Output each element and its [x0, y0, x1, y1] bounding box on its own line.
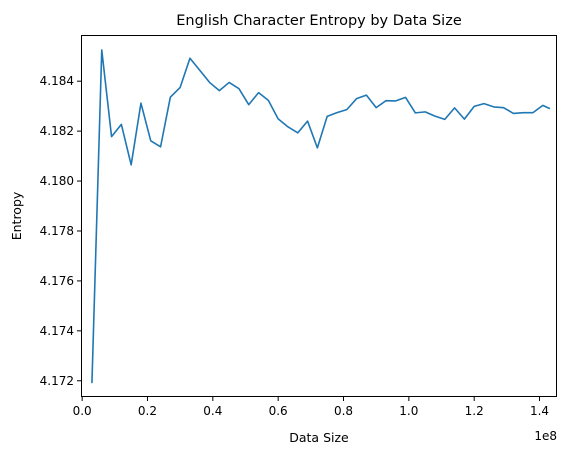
y-tick-label: 4.172 — [40, 374, 74, 388]
y-tick-label: 4.180 — [40, 174, 74, 188]
series-line-0 — [91, 49, 551, 384]
x-axis-label: Data Size — [289, 430, 349, 445]
y-axis-label: Entropy — [9, 191, 24, 240]
x-tick-label: 0.2 — [138, 404, 157, 418]
y-tick-label: 4.184 — [40, 74, 74, 88]
y-tick-label: 4.174 — [40, 324, 74, 338]
x-tick-label: 0.6 — [269, 404, 288, 418]
plot-area — [81, 35, 557, 397]
x-tick-label: 0.8 — [334, 404, 353, 418]
x-axis-ticks: 0.0 0.2 0.4 0.6 0.8 1.0 1.2 1.4 — [73, 397, 549, 418]
series-layer — [91, 49, 551, 384]
axes-frame — [81, 35, 557, 397]
y-axis-ticks: 4.172 4.174 4.176 4.178 4.180 4.182 4.184 — [40, 74, 81, 388]
x-tick-label: 0.0 — [73, 404, 92, 418]
x-axis-offset-label: 1e8 — [534, 429, 557, 443]
x-tick-label: 1.4 — [530, 404, 549, 418]
x-tick-label: 1.2 — [465, 404, 484, 418]
y-tick-label: 4.176 — [40, 274, 74, 288]
chart-title: English Character Entropy by Data Size — [176, 13, 462, 29]
x-tick-label: 0.4 — [203, 404, 222, 418]
x-tick-label: 1.0 — [399, 404, 418, 418]
y-tick-label: 4.178 — [40, 224, 74, 238]
y-tick-label: 4.182 — [40, 124, 74, 138]
